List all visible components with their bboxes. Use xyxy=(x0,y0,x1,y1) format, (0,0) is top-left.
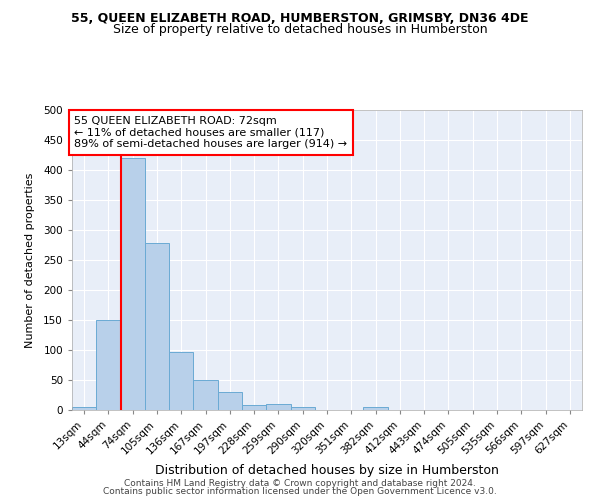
Bar xyxy=(266,404,290,410)
Bar xyxy=(242,405,266,410)
Bar xyxy=(169,352,193,410)
Text: Contains public sector information licensed under the Open Government Licence v3: Contains public sector information licen… xyxy=(103,487,497,496)
Bar xyxy=(96,320,121,410)
Bar xyxy=(364,407,388,410)
Bar xyxy=(145,243,169,410)
Bar xyxy=(72,407,96,410)
Bar xyxy=(218,392,242,410)
Text: 55, QUEEN ELIZABETH ROAD, HUMBERSTON, GRIMSBY, DN36 4DE: 55, QUEEN ELIZABETH ROAD, HUMBERSTON, GR… xyxy=(71,12,529,26)
Y-axis label: Number of detached properties: Number of detached properties xyxy=(25,172,35,348)
Text: Contains HM Land Registry data © Crown copyright and database right 2024.: Contains HM Land Registry data © Crown c… xyxy=(124,478,476,488)
Bar xyxy=(290,407,315,410)
Bar xyxy=(121,158,145,410)
Text: 55 QUEEN ELIZABETH ROAD: 72sqm
← 11% of detached houses are smaller (117)
89% of: 55 QUEEN ELIZABETH ROAD: 72sqm ← 11% of … xyxy=(74,116,347,149)
Bar xyxy=(193,380,218,410)
X-axis label: Distribution of detached houses by size in Humberston: Distribution of detached houses by size … xyxy=(155,464,499,477)
Text: Size of property relative to detached houses in Humberston: Size of property relative to detached ho… xyxy=(113,22,487,36)
